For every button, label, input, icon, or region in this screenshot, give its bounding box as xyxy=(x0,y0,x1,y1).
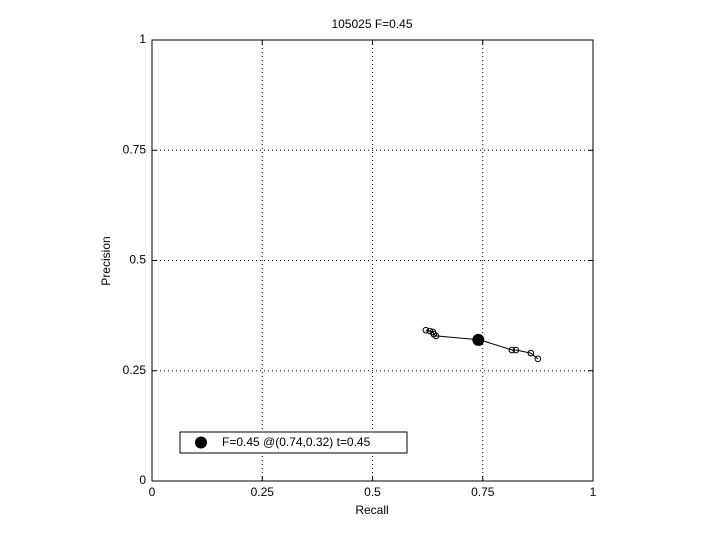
y-tick-label: 0 xyxy=(139,473,146,487)
y-tick-label: 0.5 xyxy=(129,253,146,267)
x-tick-label: 0.5 xyxy=(364,485,381,499)
y-axis-label: Precision xyxy=(99,236,113,285)
best-point xyxy=(472,333,485,346)
legend-box xyxy=(179,431,408,454)
curve-point xyxy=(422,326,430,334)
y-tick-label: 0.25 xyxy=(123,363,147,377)
curve-point xyxy=(527,349,535,357)
x-tick-label: 1 xyxy=(590,485,597,499)
plot-frame xyxy=(151,39,594,482)
x-axis-label: Recall xyxy=(355,503,388,517)
curve-point xyxy=(432,332,440,340)
y-tick-label: 1 xyxy=(139,32,146,46)
chart-title: 105025 F=0.45 xyxy=(331,17,412,31)
y-tick-label: 0.75 xyxy=(123,142,147,156)
pr-curve xyxy=(425,329,539,360)
legend-label: F=0.45 @(0.74,0.32) t=0.45 xyxy=(222,435,371,449)
x-tick-label: 0.25 xyxy=(251,485,275,499)
legend-marker xyxy=(195,436,207,449)
x-tick-label: 0.75 xyxy=(471,485,495,499)
curve-point xyxy=(534,355,542,363)
curve-point xyxy=(508,346,516,354)
curve-point xyxy=(426,327,434,335)
x-tick-label: 0 xyxy=(149,485,156,499)
curve-point xyxy=(512,346,520,354)
